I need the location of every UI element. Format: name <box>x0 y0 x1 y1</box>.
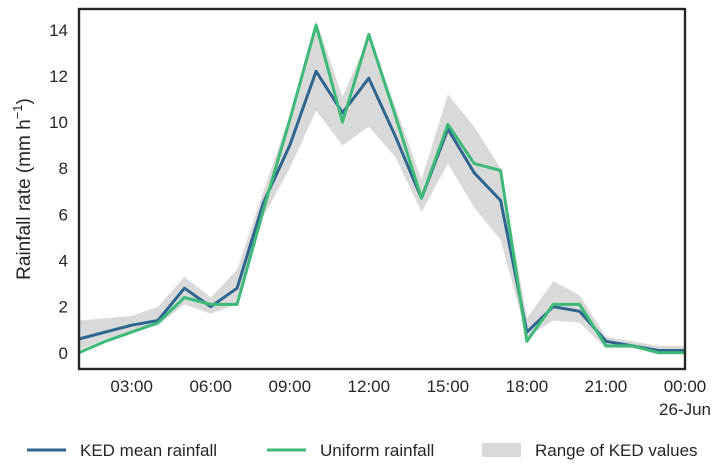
y-axis-label-close: ) <box>14 98 35 104</box>
x-tick-label: 21:00 <box>585 377 628 396</box>
y-tick-label: 12 <box>49 67 68 86</box>
y-axis-label: Rainfall rate (mm h−1) <box>10 98 35 280</box>
legend-label: Uniform rainfall <box>320 441 434 460</box>
x-tick-label: 09:00 <box>269 377 312 396</box>
y-tick-label: 10 <box>49 113 68 132</box>
series-layer <box>78 23 685 355</box>
y-tick-label: 4 <box>59 252 68 271</box>
legend-item-ked-mean-rainfall: KED mean rainfall <box>27 441 217 460</box>
legend-label: Range of KED values <box>535 441 698 460</box>
x-tick-label: 18:00 <box>506 377 549 396</box>
y-tick-label: 6 <box>59 205 68 224</box>
y-tick-label: 2 <box>59 298 68 317</box>
y-tick-label: 0 <box>59 344 68 363</box>
x-tick-label: 12:00 <box>348 377 391 396</box>
y-tick-label: 14 <box>49 21 68 40</box>
plot-frame <box>77 7 687 371</box>
x-tick-label: 03:00 <box>110 377 153 396</box>
ked-mean-rainfall-line <box>78 69 685 352</box>
ked-range-band <box>79 20 685 353</box>
legend-label: KED mean rainfall <box>80 441 217 460</box>
y-axis-label-main: Rainfall rate (mm h <box>14 119 35 280</box>
legend-swatch <box>482 443 521 457</box>
x-tick-label: 06:00 <box>189 377 232 396</box>
y-tick-label: 8 <box>59 159 68 178</box>
x-axis-ticks: 03:00 06:00 09:00 12:00 15:00 18:00 21:00 00:00… <box>110 377 711 419</box>
x-tick-label: 15:00 <box>427 377 470 396</box>
x-tick-label: 00:00 <box>664 377 707 396</box>
legend: KED mean rainfall Uniform rainfall Range o… <box>27 441 698 460</box>
y-axis-ticks: 0 2 4 6 8 10 12 14 <box>49 21 68 363</box>
uniform-rainfall-line <box>78 23 685 355</box>
legend-item-range-of-ked-values: Range of KED values <box>482 441 698 460</box>
y-axis-label-exponent: −1 <box>10 105 25 120</box>
legend-item-uniform-rainfall: Uniform rainfall <box>267 441 434 460</box>
ked-range-band-layer <box>79 20 685 353</box>
x-tick-sublabel: 26-Jun <box>659 400 711 419</box>
